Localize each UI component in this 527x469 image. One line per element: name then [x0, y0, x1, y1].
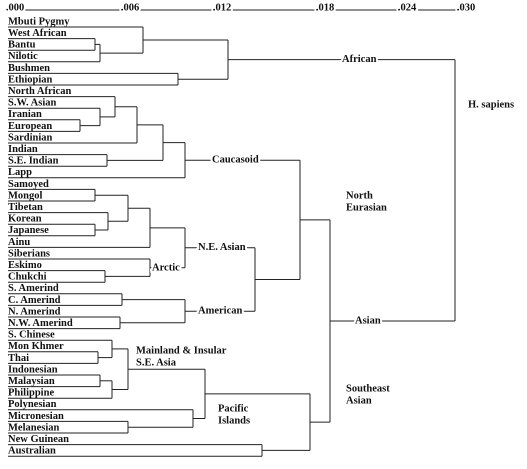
- leaf-label: Iranian: [8, 109, 42, 120]
- leaf-label: European: [8, 121, 52, 132]
- leaf-label: C. Amerind: [8, 295, 61, 306]
- cluster-label: Mainland & Insular: [136, 345, 227, 356]
- leaf-label: North African: [8, 86, 71, 97]
- leaf-label: Bantu: [8, 40, 36, 51]
- leaf-label: West African: [8, 28, 67, 39]
- leaf-label: Korean: [8, 214, 42, 225]
- leaf-label: Eskimo: [8, 260, 42, 271]
- leaf-label: Nilotic: [8, 51, 38, 62]
- leaf-label: Mbuti Pygmy: [8, 16, 70, 27]
- leaf-label: N.W. Amerind: [8, 318, 73, 329]
- leaf-label: Samoyed: [8, 179, 49, 190]
- axis-tick-label: .000: [6, 2, 24, 13]
- cluster-label: H. sapiens: [468, 99, 514, 110]
- leaf-label: N. Amerind: [8, 306, 61, 317]
- cluster-label: African: [342, 54, 377, 65]
- cluster-label: Islands: [218, 415, 250, 426]
- leaf-label: Lapp: [8, 167, 32, 178]
- leaf-label: Chukchi: [8, 272, 47, 283]
- axis-tick-label: .018: [316, 2, 334, 13]
- leaf-label: Mon Khmer: [8, 341, 64, 352]
- cluster-label: North: [346, 190, 373, 201]
- leaf-label: Tibetan: [8, 202, 43, 213]
- leaf-label: Indian: [8, 144, 38, 155]
- leaf-label: Melanesian: [8, 422, 59, 433]
- leaf-label: Ethiopian: [8, 74, 53, 85]
- cluster-label: Caucasoid: [212, 155, 259, 166]
- leaf-label: Sardinian: [8, 132, 53, 143]
- axis-tick-label: .030: [457, 2, 475, 13]
- leaf-label: Micronesian: [8, 411, 64, 422]
- leaf-label: Malaysian: [8, 376, 55, 387]
- leaf-label: Polynesian: [8, 399, 57, 410]
- leaf-label: Mongol: [8, 190, 43, 201]
- leaf-label: S. Amerind: [8, 283, 59, 294]
- cluster-label: American: [198, 306, 242, 317]
- leaf-label: Indonesian: [8, 364, 58, 375]
- axis-tick-label: .024: [398, 2, 417, 13]
- cluster-label: Arctic: [152, 262, 180, 273]
- leaf-label: S. Chinese: [8, 330, 55, 341]
- leaf-label: New Guinean: [8, 434, 69, 445]
- leaf-label: Siberians: [8, 248, 50, 259]
- leaf-label: Australian: [8, 446, 56, 457]
- cluster-label: Pacific: [218, 403, 249, 414]
- cluster-label: Asian: [346, 395, 372, 406]
- leaf-label: Japanese: [8, 225, 49, 236]
- cluster-label: Asian: [355, 315, 381, 326]
- leaf-label: Bushmen: [8, 63, 50, 74]
- axis-tick-label: .012: [213, 2, 231, 13]
- leaf-label: Thai: [8, 353, 29, 364]
- cluster-label: N.E. Asian: [198, 242, 246, 253]
- cluster-label: Southeast: [346, 383, 390, 394]
- cluster-label: Eurasian: [346, 202, 387, 213]
- leaf-label: S.E. Indian: [8, 156, 59, 167]
- leaf-label: Philippine: [8, 388, 54, 399]
- leaf-label: S.W. Asian: [8, 98, 57, 109]
- leaf-label: Ainu: [8, 237, 30, 248]
- cluster-label: S.E. Asia: [136, 357, 177, 368]
- axis-tick-label: .006: [121, 2, 139, 13]
